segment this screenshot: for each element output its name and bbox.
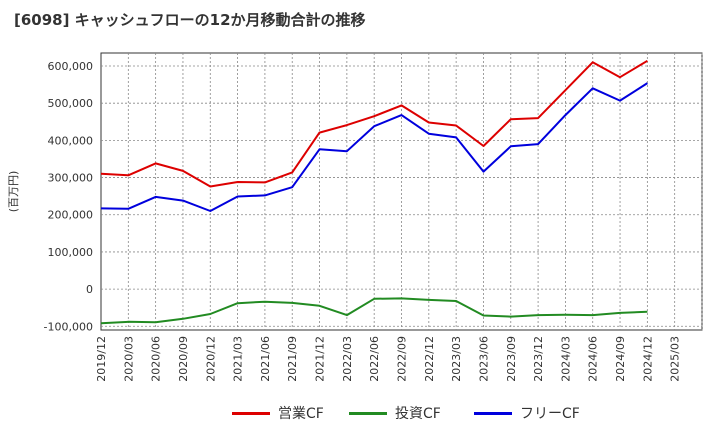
x-tick-label: 2020/06 <box>150 336 163 382</box>
legend-item-free: フリーCF <box>474 398 580 428</box>
x-tick-label: 2024/09 <box>614 336 627 382</box>
legend-swatch-free <box>474 411 512 415</box>
legend-label-operating: 営業CF <box>278 406 324 422</box>
x-tick-label: 2023/12 <box>532 336 545 382</box>
x-tick-label: 2021/03 <box>232 336 245 382</box>
x-tick-label: 2020/03 <box>122 336 135 382</box>
x-tick-label: 2022/12 <box>423 336 436 382</box>
free-cf-line <box>100 82 648 212</box>
legend-swatch-operating <box>232 411 270 415</box>
investing-cf-line <box>100 297 648 325</box>
y-tick-label: 0 <box>86 283 93 296</box>
x-tick-label: 2023/03 <box>450 336 463 382</box>
y-tick-label: 300,000 <box>48 172 94 185</box>
x-tick-label: 2020/09 <box>177 336 190 382</box>
y-tick-label: 200,000 <box>48 209 94 222</box>
x-tick-label: 2024/12 <box>641 336 654 382</box>
x-tick-label: 2021/09 <box>286 336 299 382</box>
y-tick-label: 500,000 <box>48 97 94 110</box>
x-tick-label: 2021/06 <box>259 336 272 382</box>
x-tick-label: 2022/03 <box>341 336 354 382</box>
legend-label-free: フリーCF <box>520 406 580 422</box>
legend-label-investing: 投資CF <box>395 406 441 422</box>
y-tick-label: 100,000 <box>48 246 94 259</box>
x-tick-label: 2020/12 <box>204 336 217 382</box>
x-tick-label: 2024/03 <box>559 336 572 382</box>
x-tick-label: 2023/09 <box>505 336 518 382</box>
chart-title: [6098] キャッシュフローの12か月移動合計の推移 <box>14 11 366 29</box>
x-tick-label: 2023/06 <box>477 336 490 382</box>
x-tick-label: 2022/06 <box>368 336 381 382</box>
x-tick-label: 2024/06 <box>587 336 600 382</box>
x-tick-label: 2022/09 <box>396 336 409 382</box>
operating-cf-line <box>100 59 648 188</box>
plot-area <box>100 52 703 331</box>
x-tick-label: 2019/12 <box>95 336 108 382</box>
y-axis-label: (百万円) <box>7 171 20 213</box>
legend-swatch-investing <box>349 411 387 415</box>
x-tick-label: 2021/12 <box>314 336 327 382</box>
legend-item-investing: 投資CF <box>349 398 441 428</box>
y-tick-label: 600,000 <box>48 60 94 73</box>
y-tick-label: 400,000 <box>48 134 94 147</box>
y-tick-label: -100,000 <box>44 320 93 333</box>
x-tick-label: 2025/03 <box>669 336 682 382</box>
legend: 営業CF 投資CF フリーCF <box>0 398 720 428</box>
legend-item-operating: 営業CF <box>232 398 324 428</box>
